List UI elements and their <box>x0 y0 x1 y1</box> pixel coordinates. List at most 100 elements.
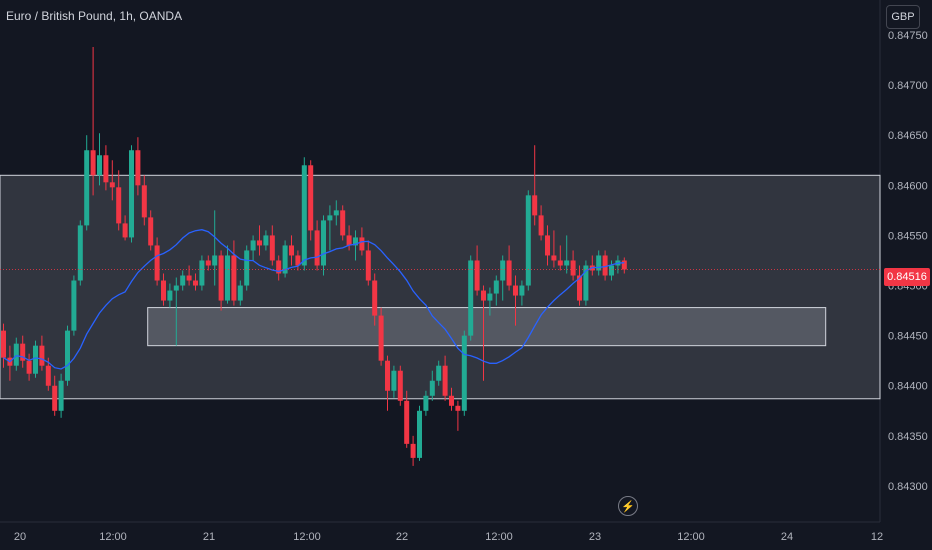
candle-body <box>442 365 448 396</box>
candle-body <box>77 225 83 281</box>
candle-body <box>26 360 32 374</box>
candle-body <box>173 285 179 291</box>
candle-body <box>532 195 538 216</box>
y-tick-label: 0.84750 <box>888 30 928 42</box>
candle-body <box>301 165 307 266</box>
candle-body <box>353 237 358 246</box>
y-tick-label: 0.84700 <box>888 80 928 92</box>
candle-body <box>519 285 525 296</box>
candle-body <box>84 150 90 226</box>
x-tick-label: 21 <box>203 531 215 543</box>
candle-body <box>231 255 237 301</box>
y-tick-label: 0.84450 <box>888 331 928 343</box>
candle-body <box>1 330 6 358</box>
y-tick-label: 0.84550 <box>888 230 928 242</box>
candle-body <box>39 345 45 366</box>
y-tick-label: 0.84350 <box>888 431 928 443</box>
candle-body <box>385 360 390 391</box>
candle-body <box>359 237 365 251</box>
candle-body <box>513 285 518 296</box>
candle-body <box>218 255 224 301</box>
candle-body <box>455 405 461 411</box>
candles <box>1 47 627 466</box>
chart-title: Euro / British Pound, 1h, OANDA <box>6 9 183 23</box>
candle-body <box>212 255 218 266</box>
candle-body <box>167 290 173 301</box>
x-tick-label: 12:00 <box>99 531 127 543</box>
candle-body <box>321 220 326 266</box>
candle-body <box>333 210 339 216</box>
x-tick-label: 12:00 <box>485 531 513 543</box>
candle-body <box>161 280 166 301</box>
candle-body <box>282 245 288 274</box>
candle-body <box>257 240 262 246</box>
ma-line <box>3 229 625 370</box>
candle-body <box>468 260 474 336</box>
y-tick-label: 0.84600 <box>888 180 928 192</box>
candle-body <box>116 187 122 224</box>
candle-body <box>135 150 141 186</box>
candle-body <box>570 260 576 276</box>
candle-body <box>327 215 333 221</box>
candle-body <box>481 290 486 301</box>
candle-body <box>58 380 64 411</box>
candle-body <box>122 223 128 238</box>
x-tick-label: 12:00 <box>293 531 321 543</box>
candle-body <box>71 280 77 331</box>
x-tick-label: 23 <box>589 531 601 543</box>
candle-body <box>20 343 26 361</box>
lightning-bolt-icon[interactable]: ⚡ <box>618 496 638 516</box>
candle-body <box>199 260 205 286</box>
candle-body <box>583 265 589 301</box>
candle-body <box>180 275 186 286</box>
candle-body <box>365 250 371 281</box>
candle-body <box>500 260 506 281</box>
candle-body <box>250 240 256 251</box>
candle-body <box>276 260 282 274</box>
candle-body <box>417 410 422 458</box>
candle-body <box>45 365 51 386</box>
candle-body <box>129 150 134 238</box>
x-tick-label: 12 <box>871 531 883 543</box>
moving-average <box>3 229 625 370</box>
candle-body <box>263 235 269 246</box>
candle-body <box>314 230 320 266</box>
candle-body <box>397 370 403 401</box>
candle-body <box>97 155 102 176</box>
x-tick-label: 24 <box>781 531 793 543</box>
candle-body <box>289 245 294 256</box>
candle-body <box>13 343 19 366</box>
candle-body <box>193 280 198 286</box>
candle-body <box>602 255 608 276</box>
candle-body <box>423 395 429 411</box>
currency-button[interactable]: GBP <box>886 5 920 29</box>
candle-body <box>90 150 96 176</box>
candle-body <box>269 235 275 261</box>
last-price-badge: 0.84516 <box>884 268 930 286</box>
candle-body <box>237 285 243 301</box>
candle-body <box>33 345 38 374</box>
candle-body <box>205 260 211 266</box>
candle-body <box>596 255 602 271</box>
candle-body <box>545 235 550 256</box>
candle-body <box>506 260 512 286</box>
candle-body <box>493 280 499 294</box>
candle-body <box>346 235 352 246</box>
candle-body <box>186 275 192 281</box>
candle-body <box>487 293 493 301</box>
candle-body <box>564 260 570 266</box>
candle-body <box>225 255 230 301</box>
y-tick-label: 0.84300 <box>888 481 928 493</box>
candle-body <box>244 250 250 286</box>
candle-body <box>103 155 109 183</box>
candle-body <box>436 365 442 381</box>
y-tick-label: 0.84650 <box>888 130 928 142</box>
candle-body <box>609 265 614 276</box>
candle-body <box>538 215 544 236</box>
candle-body <box>474 260 480 291</box>
candle-body <box>551 255 557 261</box>
candle-body <box>154 245 160 281</box>
candle-body <box>429 380 435 396</box>
candle-body <box>621 260 627 270</box>
